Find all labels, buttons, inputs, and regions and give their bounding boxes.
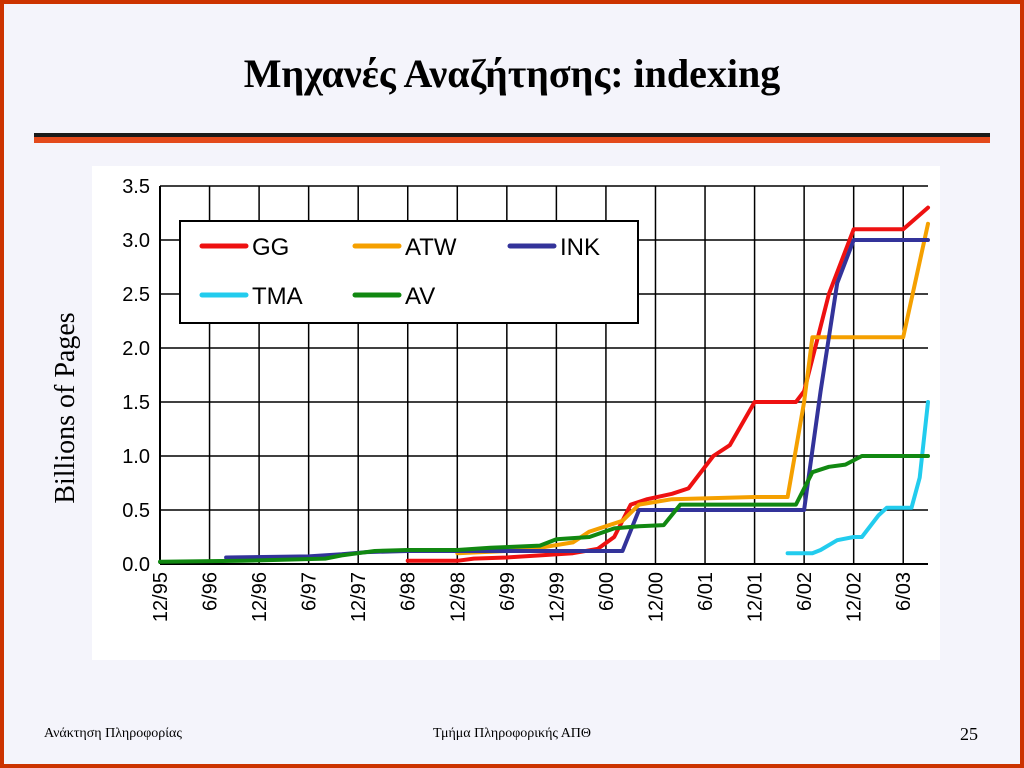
x-tick-label: 12/98 <box>447 572 469 622</box>
x-tick-label: 12/97 <box>348 572 370 622</box>
x-tick-label: 6/99 <box>497 572 519 611</box>
footer-department: Τμήμα Πληροφορικής ΑΠΘ <box>432 726 592 741</box>
y-tick-label: 2.5 <box>122 284 150 306</box>
x-tick-label: 12/99 <box>546 572 568 622</box>
chart-panel: 0.0 0.5 1.0 1.5 2.0 2.5 3.0 3.5 12/95 6/96 12/96 6/… <box>92 166 940 660</box>
slide-title: Μηχανές Αναζήτησης: indexing <box>243 51 781 96</box>
legend-label-atw: ATW <box>405 234 457 261</box>
x-tick-label: 12/02 <box>844 572 866 622</box>
x-tick-label: 12/01 <box>745 572 767 622</box>
x-tick-label: 12/95 <box>150 572 172 622</box>
x-tick-label: 6/98 <box>398 572 420 611</box>
x-tick-label: 6/03 <box>893 572 915 611</box>
y-tick-label: 0.0 <box>122 554 150 576</box>
series-line-tma <box>785 400 930 556</box>
y-tick-label: 3.0 <box>122 230 150 252</box>
legend-box <box>179 220 639 324</box>
y-tick-label: 2.0 <box>122 338 150 360</box>
title-rule-dark <box>34 133 990 137</box>
y-axis-label-text: Billions of Pages <box>50 312 81 504</box>
y-tick-label: 1.0 <box>122 446 150 468</box>
x-tick-label: 6/00 <box>596 572 618 611</box>
legend-label-tma: TMA <box>252 283 303 310</box>
x-tick-label: 12/00 <box>645 572 667 622</box>
x-tick-label: 6/97 <box>299 572 321 611</box>
footer-course: Ανάκτηση Πληροφορίας <box>44 726 182 741</box>
page-number: 25 <box>960 724 978 744</box>
series-line-av <box>158 454 930 564</box>
y-tick-label: 0.5 <box>122 500 150 522</box>
legend-label-av: AV <box>405 283 435 310</box>
y-tick-label: 3.5 <box>122 176 150 198</box>
series-line-atw <box>455 221 930 556</box>
title-rule-red <box>34 137 990 143</box>
line-chart: 0.0 0.5 1.0 1.5 2.0 2.5 3.0 3.5 12/95 6/96 12/96 6/… <box>122 176 930 622</box>
series-line-gg <box>405 205 930 563</box>
x-tick-label: 12/96 <box>249 572 271 622</box>
x-tick-label: 6/01 <box>695 572 717 611</box>
x-tick-label: 6/02 <box>794 572 816 611</box>
legend-label-ink: INK <box>560 234 600 261</box>
legend-label-gg: GG <box>252 234 289 261</box>
x-tick-label: 6/96 <box>200 572 222 611</box>
y-tick-label: 1.5 <box>122 392 150 414</box>
